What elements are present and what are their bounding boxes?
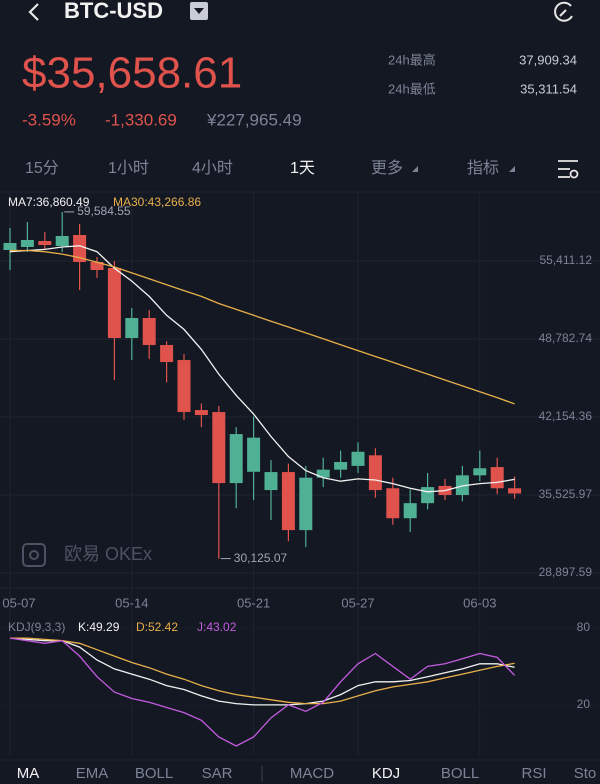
timeframe-tab[interactable]: 1天 [290,160,315,177]
x-tick-label: 06-03 [463,595,496,610]
refresh-mark [559,9,567,17]
candle-body [368,455,382,491]
indicator-tab[interactable]: EMA [76,765,109,782]
candle-body [316,469,330,478]
dropdown-arrow [194,8,204,14]
candle-body [73,235,87,263]
candle-body [508,488,522,494]
candle-body [421,487,435,504]
legend-entry: D:52.42 [136,620,178,634]
y-tick-label: 35,525.97 [539,487,593,501]
series-line [9,637,515,706]
timeframe-tab[interactable]: 15分 [25,159,59,177]
candle-body [455,475,469,496]
candle-body [473,468,487,476]
watermark-text: 欧易 OKEx [64,544,152,564]
indicator-tab[interactable]: BOLL [441,765,479,782]
change-pct: -3.59% [22,110,76,129]
candle-body [334,462,348,470]
indicator-tab[interactable]: SAR [202,765,233,782]
candle-body [299,477,313,531]
symbol[interactable]: BTC-USD [64,0,163,23]
candle-body [55,236,69,247]
series-line [9,637,516,747]
indicator-tab[interactable]: MA [17,765,40,782]
y-tick-label: 28,897.59 [539,565,593,579]
timeframe-tab[interactable]: 更多 [371,159,403,177]
candle-body [247,437,261,472]
y-tick-label: 42,154.36 [539,409,593,423]
candle-body [386,488,400,519]
y-tick-label: 48,782.74 [539,331,593,345]
legend-entry: J:43.02 [197,620,237,634]
candle-body [403,503,417,519]
candle-body [107,268,121,339]
legend-entry: MA7:36,860.49 [8,195,90,209]
x-tick-label: 05-27 [341,595,374,610]
candle-body [142,318,156,346]
high-label: 24h最高 [388,52,436,67]
indicator-tab[interactable]: MACD [290,765,334,782]
candle-body [3,243,17,251]
candle-body [194,410,208,416]
indicator-tab[interactable]: RSI [521,765,546,782]
back-button[interactable] [28,3,39,21]
series-line [10,249,515,405]
y-tick-label: 20 [577,697,591,711]
indicator-tab[interactable]: Sto [574,765,597,782]
high-value: 37,909.34 [519,52,577,67]
timeframe-tabs: 15分 1小时 4小时 1天 更多 指标 [25,159,499,177]
x-tick-label: 05-07 [2,595,35,610]
more-arrow [412,166,418,172]
x-tick-label: 05-21 [237,595,270,610]
candle-body [125,318,139,339]
y-tick-label: 80 [577,620,591,634]
candle-body [20,240,34,248]
price: $35,658.61 [22,49,242,98]
annotation: 30,125.07 [234,551,288,565]
low-value: 35,311.54 [520,81,577,96]
candle-body [264,472,278,491]
candle-body [281,472,295,531]
indicator-tab[interactable]: KDJ [372,765,400,782]
indicator-tabs: MA EMA BOLL SAR MACD KDJ BOLL RSI Sto [17,765,597,782]
candle-body [177,360,191,413]
candle-body [38,241,52,246]
y-tick-label: 55,411.12 [540,253,593,267]
legend-entry: K:49.29 [78,620,120,634]
candle-body [351,451,365,466]
x-tick-label: 05-14 [115,595,148,610]
refresh-button[interactable] [554,1,573,22]
series-line [9,245,515,493]
timeframe-tab[interactable]: 4小时 [192,159,233,177]
watermark: 欧易 OKEx [22,543,152,567]
timeframe-tab[interactable]: 1小时 [108,159,149,177]
indicator-tab[interactable]: BOLL [135,765,173,782]
cny-price: ¥227,965.49 [206,110,302,129]
settings-icon[interactable] [558,160,579,179]
plot: 05-07 05-14 05-21 05-27 06-03 55,411.12 48,782… [0,193,600,755]
indicator-arrow [509,166,515,172]
candle-body [90,262,104,271]
candle-body [212,412,226,484]
change: -1,330.69 [105,110,177,129]
candle-body [229,434,243,484]
kdj-title: KDJ(9,3,3) [8,620,65,634]
legend-entry: MA30:43,266.86 [113,195,201,209]
timeframe-tab[interactable]: 指标 [467,159,499,177]
candle-body [490,467,504,489]
annotation: 59,584.55 [77,204,131,218]
series-line [10,637,515,705]
low-label: 24h最低 [388,81,436,96]
candle-body [160,345,174,363]
